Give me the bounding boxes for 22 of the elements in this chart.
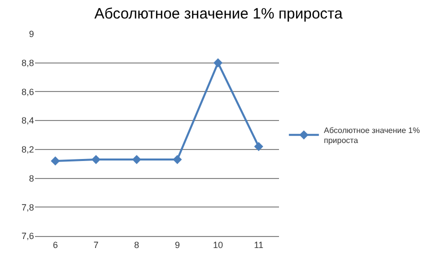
x-tick-label: 10 [212, 240, 224, 250]
point [50, 156, 60, 166]
legend-label: Абсолютное значение 1% прироста [324, 126, 420, 146]
y-tick-label: 8 [28, 173, 34, 184]
y-tick-label: 7,8 [21, 202, 34, 212]
point [254, 142, 264, 152]
x-tick-label: 8 [134, 240, 140, 250]
chart-title: Абсолютное значение 1% прироста [94, 5, 344, 22]
y-tick-label: 7,6 [21, 231, 34, 242]
y-tick-label: 8,4 [21, 116, 34, 126]
y-tick-label: 9 [28, 29, 34, 40]
y-tick-label: 8,8 [21, 58, 34, 68]
x-tick-label: 7 [93, 240, 99, 250]
x-tick-label: 6 [52, 240, 58, 250]
y-tick-label: 8,6 [21, 86, 34, 97]
point [172, 154, 182, 164]
x-tick-label: 11 [254, 240, 264, 250]
x-tick-label: 9 [174, 240, 180, 250]
point [213, 58, 223, 68]
y-tick-label: 8,2 [21, 144, 34, 155]
point [91, 154, 101, 164]
point [132, 154, 142, 164]
